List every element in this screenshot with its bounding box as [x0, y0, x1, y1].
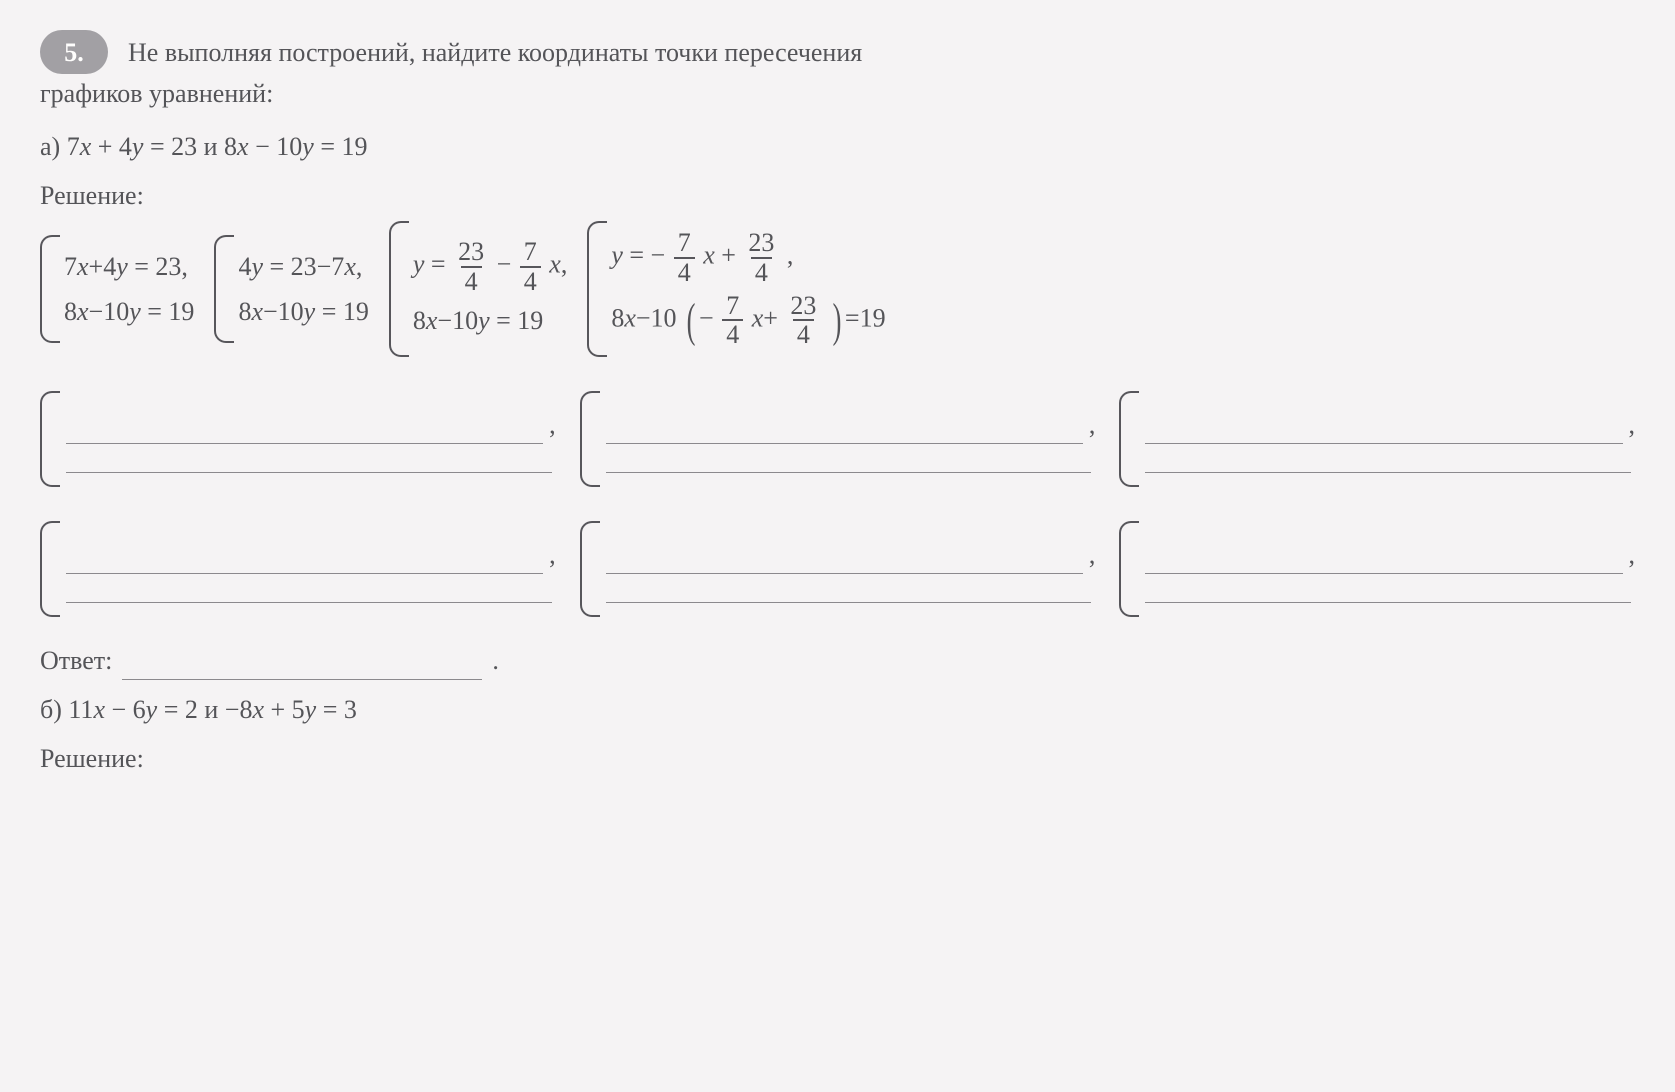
blank-line[interactable]: ,	[66, 405, 556, 444]
denominator: 4	[520, 266, 541, 295]
answer-blank[interactable]	[122, 679, 482, 680]
brace-icon	[214, 235, 232, 343]
part-b-label: б)	[40, 695, 62, 724]
blank-line[interactable]: ,	[1145, 405, 1635, 444]
numerator: 23	[786, 292, 820, 319]
blank-line[interactable]	[606, 472, 1096, 473]
blank-line[interactable]	[1145, 602, 1635, 603]
part-a-equations: 7x + 4y = 23 и 8x − 10y = 19	[67, 132, 368, 161]
denominator: 4	[793, 319, 814, 348]
blank-line[interactable]: ,	[606, 405, 1096, 444]
brace-icon	[1119, 391, 1137, 487]
blank-line[interactable]: ,	[66, 535, 556, 574]
equation: 4y = 23−7x,	[238, 247, 368, 286]
denominator: 4	[674, 257, 695, 286]
numerator: 23	[454, 238, 488, 265]
prompt-text-2: графиков уравнений:	[40, 74, 1635, 113]
systems-row: 7x+4y = 23, 8x−10y = 19 4y = 23−7x, 8x−1…	[40, 221, 1635, 357]
blank-system: ,	[40, 391, 556, 487]
system-body: y = 234 − 74 x, 8x−10y = 19	[407, 221, 571, 357]
blank-systems-row-1: , , ,	[40, 391, 1635, 487]
system-4: y = − 74 x + 234 , 8x−10 (− 74 x+ 234 )=…	[587, 221, 889, 357]
system-body: 4y = 23−7x, 8x−10y = 19	[232, 235, 372, 343]
part-b-statement: б) 11x − 6y = 2 и −8x + 5y = 3	[40, 690, 1635, 729]
blank-line[interactable]: ,	[1145, 535, 1635, 574]
brace-icon	[1119, 521, 1137, 617]
blank-line[interactable]	[66, 472, 556, 473]
blank-system: ,	[1119, 391, 1635, 487]
prompt-text-1: Не выполняя построений, найдите координа…	[128, 33, 862, 72]
blank-line[interactable]	[606, 602, 1096, 603]
part-b-equations: 11x − 6y = 2 и −8x + 5y = 3	[68, 695, 357, 724]
blank-system: ,	[1119, 521, 1635, 617]
answer-row: Ответ: .	[40, 641, 1635, 680]
blank-line[interactable]: ,	[606, 535, 1096, 574]
denominator: 4	[722, 319, 743, 348]
blank-line[interactable]	[66, 602, 556, 603]
equation: 8x−10y = 19	[413, 301, 567, 340]
denominator: 4	[751, 257, 772, 286]
numerator: 7	[520, 238, 541, 265]
equation: 8x−10 (− 74 x+ 234 )=19	[611, 292, 885, 349]
answer-period: .	[492, 641, 499, 680]
equation: y = 234 − 74 x,	[413, 238, 567, 295]
system-1: 7x+4y = 23, 8x−10y = 19	[40, 235, 198, 343]
equation: 8x−10y = 19	[238, 292, 368, 331]
brace-icon	[40, 391, 58, 487]
problem-prompt: 5. Не выполняя построений, найдите коорд…	[40, 30, 1635, 113]
answer-label: Ответ:	[40, 641, 112, 680]
equation: 7x+4y = 23,	[64, 247, 194, 286]
numerator: 23	[744, 229, 778, 256]
part-a-label: а)	[40, 132, 60, 161]
prompt-line-1: 5. Не выполняя построений, найдите коорд…	[40, 30, 1635, 74]
problem-number-badge: 5.	[40, 30, 108, 74]
blank-systems-row-2: , , ,	[40, 521, 1635, 617]
part-a-statement: а) 7x + 4y = 23 и 8x − 10y = 19	[40, 127, 1635, 166]
brace-icon	[40, 521, 58, 617]
denominator: 4	[461, 266, 482, 295]
blank-line[interactable]	[1145, 472, 1635, 473]
solution-label-a: Решение:	[40, 176, 1635, 215]
brace-icon	[580, 521, 598, 617]
numerator: 7	[674, 229, 695, 256]
brace-icon	[389, 221, 407, 357]
equation: 8x−10y = 19	[64, 292, 194, 331]
system-body: y = − 74 x + 234 , 8x−10 (− 74 x+ 234 )=…	[605, 221, 889, 357]
blank-system: ,	[580, 521, 1096, 617]
solution-label-b: Решение:	[40, 739, 1635, 778]
blank-system: ,	[40, 521, 556, 617]
numerator: 7	[722, 292, 743, 319]
system-3: y = 234 − 74 x, 8x−10y = 19	[389, 221, 571, 357]
blank-system: ,	[580, 391, 1096, 487]
system-body: 7x+4y = 23, 8x−10y = 19	[58, 235, 198, 343]
brace-icon	[587, 221, 605, 357]
system-2: 4y = 23−7x, 8x−10y = 19	[214, 235, 372, 343]
equation: y = − 74 x + 234 ,	[611, 229, 885, 286]
brace-icon	[40, 235, 58, 343]
brace-icon	[580, 391, 598, 487]
